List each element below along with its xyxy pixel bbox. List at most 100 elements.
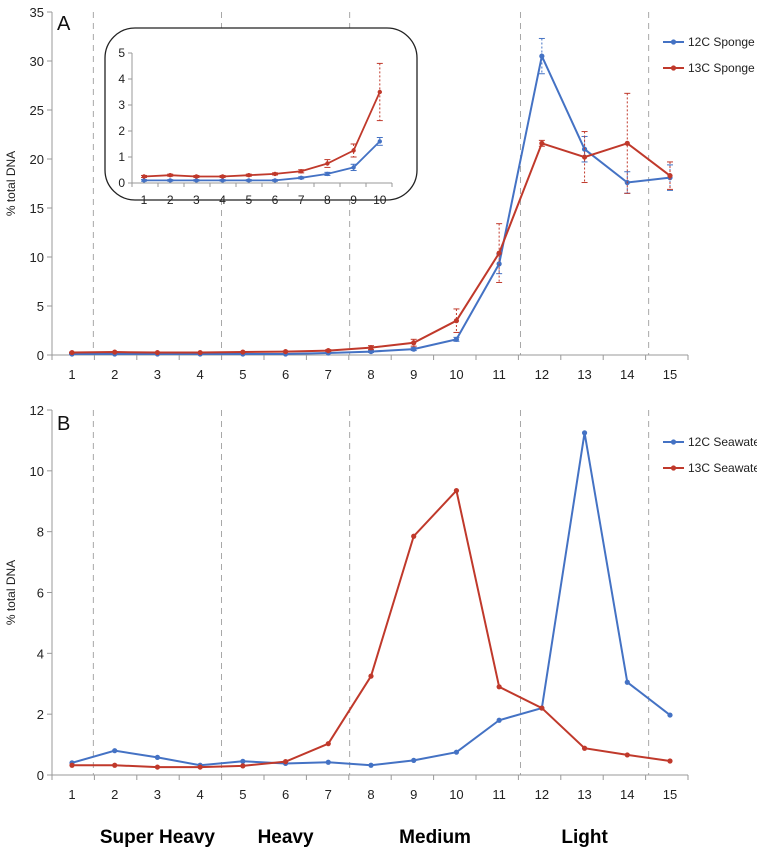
inset-x-tick-label: 2 xyxy=(167,193,174,207)
panel-b-data-point xyxy=(581,430,588,436)
inset-data-point xyxy=(272,171,278,177)
panel-b-x-tick-label: 5 xyxy=(239,787,246,802)
panel-b-legend-marker xyxy=(670,439,677,445)
inset-data-point xyxy=(168,178,173,183)
inset-data-point xyxy=(325,161,330,166)
panel-b-data-point xyxy=(197,764,203,770)
panel-a-inset: 0 1 2 3 4 5 1 2 3 4 5 6 7 8 9 10 xyxy=(104,27,418,207)
panel-a-data-point xyxy=(325,347,331,354)
inset-data-point xyxy=(220,174,225,179)
panel-a-x-tick-label: 9 xyxy=(410,367,417,382)
panel-b-x-tick-label: 1 xyxy=(68,787,75,802)
panel-a-x-tick-label: 4 xyxy=(197,367,204,382)
panel-b-data-point xyxy=(667,712,673,718)
panel-a-x-tick-label: 10 xyxy=(449,367,463,382)
panel-b-x-tick-label: 10 xyxy=(449,787,463,802)
region-labels: Super Heavy Heavy Medium Light xyxy=(100,827,609,848)
inset-data-point xyxy=(220,178,225,183)
inset-x-tick-label: 10 xyxy=(373,193,387,207)
panel-b-x-tick-label: 14 xyxy=(620,787,634,802)
panel-b-legend-label: 12C Seawater xyxy=(688,435,757,449)
panel-b-data-point xyxy=(69,762,75,768)
panel-b-series-12c-seawater xyxy=(69,430,673,768)
panel-a-legend-entry: 13C Sponge xyxy=(663,61,755,75)
panel-a-y-tick-label: 15 xyxy=(30,201,44,216)
panel-b-data-point xyxy=(112,748,118,754)
panel-a-legend-label: 13C Sponge xyxy=(688,61,755,75)
inset-data-point xyxy=(194,178,199,183)
panel-a-x-tick-label: 5 xyxy=(239,367,246,382)
panel-a-data-point xyxy=(69,349,75,356)
panel-a-x-tick-label: 13 xyxy=(577,367,591,382)
inset-data-point xyxy=(168,173,173,178)
panel-a-x-tick-label: 7 xyxy=(325,367,332,382)
inset-x-tick-label: 9 xyxy=(350,193,357,207)
panel-a-data-point xyxy=(411,346,417,352)
panel-b-x-tick-label: 11 xyxy=(492,787,506,802)
panel-b-data-point xyxy=(411,533,417,539)
inset-data-point xyxy=(325,171,330,177)
panel-b-legend-label: 13C Seawater xyxy=(688,461,757,475)
panel-b-x-tick-label: 12 xyxy=(535,787,549,802)
panel-b-data-point xyxy=(453,749,460,755)
panel-a-x-tick-label: 8 xyxy=(367,367,374,382)
panel-a-data-point xyxy=(453,318,460,324)
inset-series-line xyxy=(144,140,381,182)
panel-b-legend-entry: 13C Seawater xyxy=(663,461,757,475)
panel-a-legend-marker xyxy=(670,65,677,71)
panel-b-data-point xyxy=(368,673,374,679)
panel-a-data-point xyxy=(112,349,118,355)
panel-b-data-point xyxy=(325,741,331,747)
inset-data-point xyxy=(351,148,356,153)
inset-x-tick-label: 1 xyxy=(141,193,148,207)
panel-b-y-tick-label: 4 xyxy=(37,646,44,661)
inset-data-point xyxy=(246,178,251,183)
inset-series-line xyxy=(143,91,381,178)
panel-b-x-tick-label: 13 xyxy=(577,787,591,802)
panel-a-data-point xyxy=(539,140,545,146)
region-label-heavy: Heavy xyxy=(258,827,314,848)
panel-b-data-point xyxy=(112,762,118,768)
panel-b-x-tick-label: 3 xyxy=(154,787,161,802)
panel-a-y-tick-label: 10 xyxy=(30,250,44,265)
inset-data-point xyxy=(299,175,304,180)
panel-a-y-tick-label: 20 xyxy=(30,152,44,167)
panel-a-legend-label: 12C Sponge xyxy=(688,35,755,49)
inset-data-point xyxy=(141,174,147,179)
panel-a-data-point xyxy=(154,349,161,356)
inset-x-tick-label: 7 xyxy=(298,193,305,207)
panel-b-data-point xyxy=(539,705,545,711)
inset-data-point xyxy=(194,174,199,179)
inset-y-tick-label: 4 xyxy=(118,72,125,86)
panel-b-x-tick-label: 4 xyxy=(197,787,204,802)
inset-x-tick-label: 5 xyxy=(245,193,252,207)
panel-a-series-13c-sponge xyxy=(69,92,673,356)
panel-b-series-line xyxy=(72,488,671,769)
region-label-medium: Medium xyxy=(399,827,471,848)
panel-b-y-tick-label: 10 xyxy=(30,464,44,479)
region-label-super-heavy: Super Heavy xyxy=(100,827,216,848)
inset-y-tick-label: 1 xyxy=(118,150,125,164)
inset-x-tick-label: 8 xyxy=(324,193,331,207)
panel-b-y-tick-label: 6 xyxy=(37,586,44,601)
panel-b-x-tick-label: 15 xyxy=(663,787,677,802)
panel-b-y-tick-label: 0 xyxy=(37,768,44,783)
panel-b-x-tick-label: 8 xyxy=(367,787,374,802)
panel-a-y-tick-label: 30 xyxy=(30,54,44,69)
panel-b-data-point xyxy=(624,752,630,758)
panel-a-x-tick-label: 1 xyxy=(68,367,75,382)
panel-b-data-point xyxy=(325,759,331,765)
panel-a-x-tick-label: 15 xyxy=(663,367,677,382)
panel-b-y-tick-label: 12 xyxy=(30,403,44,418)
panel-b-legend-marker xyxy=(670,465,677,471)
panel-b-x-tick-label: 6 xyxy=(282,787,289,802)
panel-b-x-tick-label: 2 xyxy=(111,787,118,802)
panel-a-y-tick-label: 5 xyxy=(37,299,44,314)
panel-a-x-tick-label: 6 xyxy=(282,367,289,382)
inset-y-tick-label: 2 xyxy=(118,124,125,138)
panel-a-x-tick-label: 3 xyxy=(154,367,161,382)
panel-a-data-point xyxy=(197,349,203,356)
panel-b-series-line xyxy=(71,432,671,767)
